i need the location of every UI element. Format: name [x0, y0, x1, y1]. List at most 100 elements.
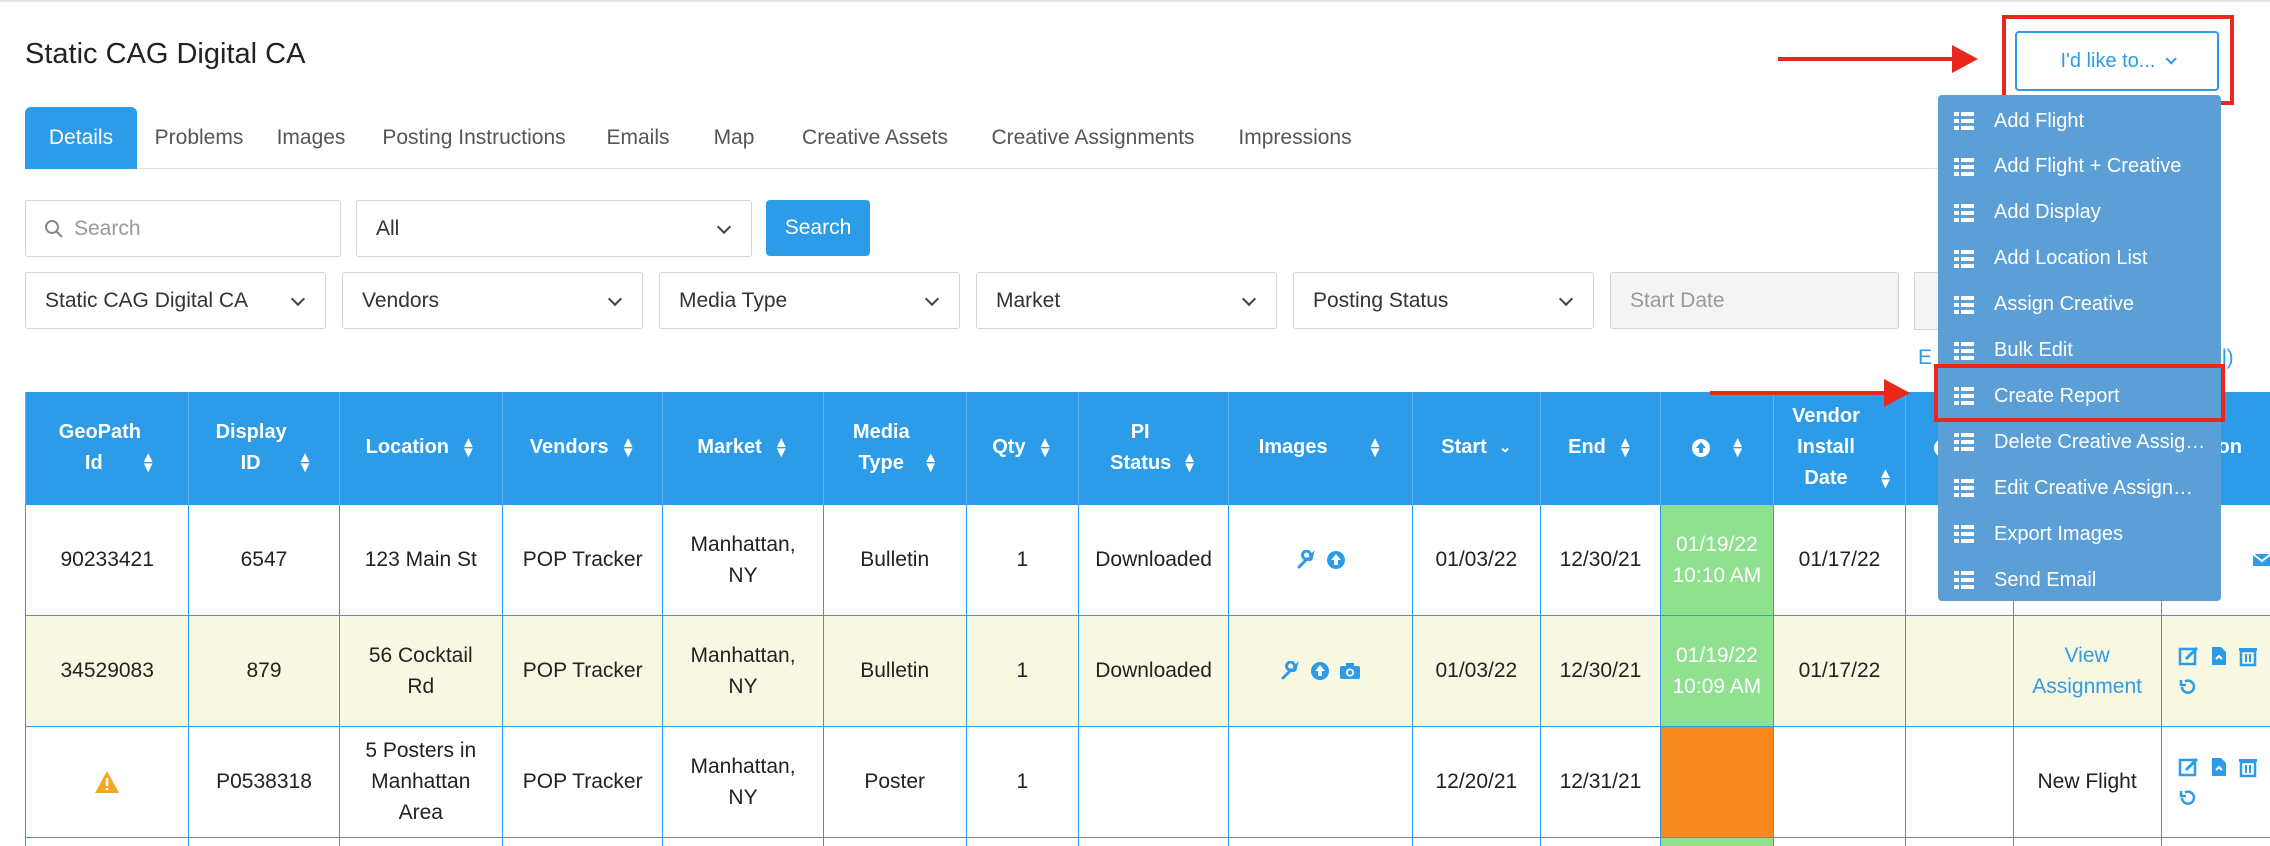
list-icon	[1954, 203, 1974, 222]
search-field	[25, 200, 341, 257]
sort-icon: ▲▼	[1730, 433, 1746, 461]
menu-item-bulk-edit[interactable]: Bulk Edit	[1938, 328, 2221, 374]
camera-icon[interactable]	[1339, 661, 1361, 681]
menu-item-edit-creative-assign[interactable]: Edit Creative Assign…	[1938, 465, 2221, 511]
view-assignment-link[interactable]: View Assignment	[2032, 643, 2142, 698]
col-end[interactable]: End ▲ ▼	[1539, 392, 1661, 504]
warning-icon	[95, 771, 120, 794]
menu-item-add-flight-creative[interactable]: Add Flight + Creative	[1938, 144, 2221, 190]
edit-icon[interactable]	[2178, 645, 2200, 667]
cell-end: 12/30/21	[1539, 503, 1662, 616]
cell-end: 12/30/21	[1539, 614, 1662, 727]
tab-details[interactable]: Details	[25, 107, 137, 169]
history-icon[interactable]	[2178, 788, 2198, 808]
scope-select[interactable]: All	[356, 200, 752, 257]
menu-item-label: Add Flight	[1994, 109, 2085, 132]
cell-location: 5 Posters in Manhattan Area	[338, 725, 503, 838]
upload-icon[interactable]	[1326, 550, 1346, 570]
col-pi-status[interactable]: PI Status ▲ ▼	[1078, 392, 1229, 504]
cell-start: 01/03/22	[1412, 614, 1541, 727]
cell-actions	[2160, 614, 2270, 727]
menu-item-assign-creative[interactable]: Assign Creative	[1938, 282, 2221, 328]
menu-item-label: Bulk Edit	[1994, 339, 2073, 361]
displays-table: GeoPath Id ▲ ▼ Display ID ▲ ▼ Location ▲ ▼ Ven…	[25, 392, 2270, 846]
menu-item-label: Add Flight + Creative	[1994, 155, 2182, 178]
upload-icon[interactable]	[1310, 661, 1330, 681]
history-icon[interactable]	[2178, 677, 2198, 697]
col-start[interactable]: Start ⌄	[1412, 392, 1541, 504]
menu-item-add-flight[interactable]: Add Flight	[1938, 98, 2221, 144]
table-row[interactable]: 90233421 6547 123 Main St POP Tracker Ma…	[25, 503, 2270, 616]
wrench-icon[interactable]	[1296, 550, 1316, 570]
chevron-down-icon	[716, 219, 732, 234]
media-type-select[interactable]: Media Type	[659, 272, 960, 329]
cell-download	[1905, 614, 2014, 727]
mail-icon[interactable]	[2252, 550, 2270, 570]
menu-item-add-display[interactable]: Add Display	[1938, 190, 2221, 236]
tab-map[interactable]: Map	[713, 126, 755, 149]
cell-download	[1905, 725, 2014, 838]
cell-geopath: 34529083	[25, 614, 190, 727]
tab-emails[interactable]: Emails	[606, 126, 670, 149]
cell-vendor: POP Tracker	[501, 503, 664, 616]
vendors-select[interactable]: Vendors	[342, 272, 643, 329]
sort-desc-icon: ⌄	[1498, 438, 1512, 456]
chevron-down-icon	[290, 291, 306, 306]
sort-icon: ▲▼	[297, 449, 313, 477]
table-row[interactable]: P0538318 5 Posters in Manhattan Area POP…	[25, 725, 2270, 838]
upload-circle-icon	[1691, 438, 1710, 457]
search-input[interactable]	[74, 213, 324, 245]
menu-item-export-images[interactable]: Export Images	[1938, 511, 2221, 557]
col-vendor-install-date[interactable]: Vendor Install Date ▲ ▼	[1772, 392, 1906, 504]
cell-install-date: 01/17/22	[1772, 614, 1907, 727]
cell-display-id: 6547	[188, 503, 340, 616]
posting-status-select[interactable]: Posting Status	[1293, 272, 1594, 329]
cell-qty: 1	[965, 614, 1080, 727]
menu-item-add-location-list[interactable]: Add Location List	[1938, 236, 2221, 282]
edit-columns-link-tail[interactable]: l)	[2222, 346, 2234, 369]
col-location[interactable]: Location ▲ ▼	[338, 392, 503, 504]
tab-creative-assets[interactable]: Creative Assets	[802, 126, 948, 149]
menu-item-label: Add Display	[1994, 201, 2101, 224]
menu-item-label: Export Images	[1994, 522, 2123, 545]
campaign-select[interactable]: Static CAG Digital CA	[25, 272, 326, 329]
edit-icon[interactable]	[2178, 756, 2200, 778]
list-icon	[1954, 249, 1974, 268]
menu-item-label: Delete Creative Assig…	[1994, 430, 2206, 453]
col-display-id[interactable]: Display ID ▲ ▼	[188, 392, 340, 504]
col-media-type[interactable]: Media Type ▲ ▼	[822, 392, 967, 504]
col-posted[interactable]: ▲ ▼	[1660, 392, 1774, 504]
start-date-input[interactable]: Start Date	[1610, 272, 1899, 329]
col-images[interactable]: Images ▲ ▼	[1228, 392, 1413, 504]
page-title: Static CAG Digital CA	[25, 38, 306, 70]
tab-impressions[interactable]: Impressions	[1238, 126, 1352, 149]
actions-dropdown-button[interactable]: I'd like to...	[2015, 31, 2219, 91]
file-icon[interactable]	[2210, 756, 2228, 778]
menu-item-send-email[interactable]: Send Email	[1938, 557, 2221, 603]
sort-icon: ▲▼	[1037, 433, 1053, 461]
sort-icon: ▲▼	[773, 433, 789, 461]
col-geopath-id[interactable]: GeoPath Id ▲ ▼	[25, 392, 189, 504]
table-row[interactable]: 34529083 879 56 Cocktail Rd POP Tracker …	[25, 614, 2270, 727]
actions-menu	[1938, 95, 2221, 601]
tab-problems[interactable]: Problems	[154, 126, 244, 149]
cell-actions	[2160, 725, 2270, 838]
menu-item-create-report[interactable]: Create Report	[1938, 373, 2221, 419]
market-select[interactable]: Market	[976, 272, 1277, 329]
tab-posting-instructions[interactable]: Posting Instructions	[382, 126, 566, 149]
trash-icon[interactable]	[2237, 645, 2259, 667]
col-qty[interactable]: Qty ▲ ▼	[965, 392, 1079, 504]
col-vendors[interactable]: Vendors ▲ ▼	[501, 392, 663, 504]
search-button[interactable]: Search	[766, 200, 870, 256]
tab-images[interactable]: Images	[276, 126, 346, 149]
cell-posted: 01/19/22 10:10 AM	[1660, 503, 1774, 616]
wrench-icon[interactable]	[1280, 661, 1300, 681]
col-market[interactable]: Market ▲ ▼	[662, 392, 824, 504]
sort-icon: ▲▼	[1367, 433, 1383, 461]
sort-icon: ▲▼	[620, 433, 636, 461]
trash-icon[interactable]	[2237, 756, 2259, 778]
file-icon[interactable]	[2210, 645, 2228, 667]
tab-creative-assignments[interactable]: Creative Assignments	[991, 126, 1195, 149]
edit-columns-link[interactable]: E	[1918, 346, 1933, 369]
menu-item-delete-creative-assig[interactable]: Delete Creative Assig…	[1938, 419, 2221, 465]
